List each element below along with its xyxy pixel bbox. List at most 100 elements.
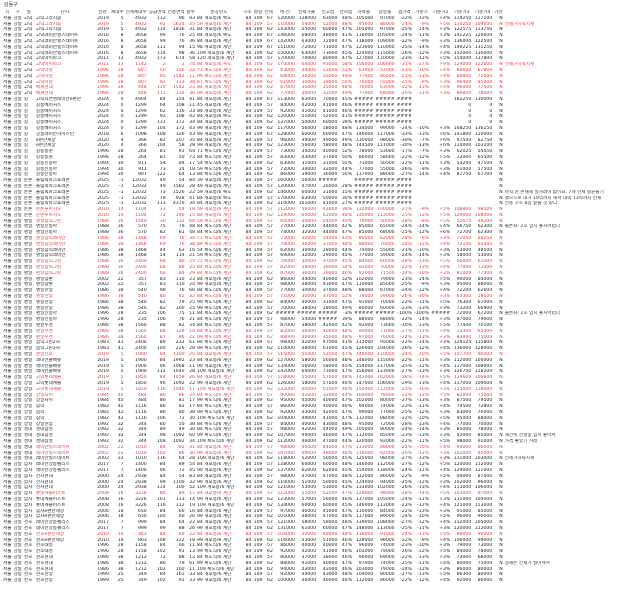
table-cell[interactable]: 84	[245, 114, 252, 120]
table-cell[interactable]: 서울	[3, 201, 12, 207]
table-cell[interactable]: 28	[189, 346, 195, 352]
table-cell[interactable]: 45%	[341, 467, 353, 473]
table-cell[interactable]: 94000	[280, 566, 295, 572]
table-cell[interactable]: 119	[175, 91, 185, 97]
table-cell[interactable]: -29%	[400, 381, 412, 386]
table-cell[interactable]: 96000	[280, 137, 295, 143]
table-cell[interactable]: 천호태영	[35, 549, 53, 555]
table-cell[interactable]: 길	[23, 143, 29, 149]
table-cell[interactable]: -33%	[400, 131, 412, 137]
table-cell[interactable]: 73000	[456, 554, 472, 560]
table-cell[interactable]: 32	[117, 427, 124, 433]
table-cell[interactable]: +3%	[439, 386, 451, 392]
table-cell[interactable]: 1992	[97, 427, 109, 433]
table-cell[interactable]: 1999	[97, 578, 109, 584]
table-cell[interactable]: -14%	[417, 253, 429, 259]
column-header[interactable]: 동	[26, 10, 32, 15]
table-cell[interactable]: 84	[245, 212, 252, 218]
table-cell[interactable]: 0	[120, 96, 124, 102]
table-cell[interactable]: 45%	[341, 346, 353, 352]
table-cell[interactable]: 28	[117, 317, 124, 323]
table-cell[interactable]: 24	[189, 282, 195, 288]
table-cell[interactable]: 25	[189, 33, 195, 39]
table-cell[interactable]: 24000	[322, 218, 338, 224]
table-cell[interactable]: 57	[267, 195, 273, 201]
table-cell[interactable]: 81	[178, 230, 185, 236]
table-cell[interactable]: 길동베이처스	[35, 108, 62, 114]
table-cell[interactable]: 137000	[355, 496, 374, 502]
table-cell[interactable]: N	[499, 328, 503, 334]
table-cell[interactable]: +4%	[439, 467, 451, 473]
table-cell[interactable]: 57	[267, 166, 273, 172]
table-cell[interactable]: 강동	[13, 137, 22, 143]
table-cell[interactable]: 55%	[341, 160, 353, 166]
table-cell[interactable]: -3%	[343, 311, 353, 317]
table-cell[interactable]: -10%	[417, 125, 429, 131]
table-cell[interactable]: 47%	[341, 491, 353, 497]
table-cell[interactable]: 2002	[97, 450, 109, 456]
table-cell[interactable]: 102	[156, 549, 166, 555]
table-cell[interactable]: 109	[253, 346, 263, 352]
table-cell[interactable]: 84	[159, 543, 166, 549]
table-cell[interactable]: -25%	[400, 79, 412, 85]
table-cell[interactable]: 57	[267, 282, 273, 288]
table-cell[interactable]: 올림픽파크포레온	[35, 201, 70, 207]
table-cell[interactable]: 104000	[377, 346, 395, 352]
table-cell[interactable]: 강동	[13, 247, 22, 253]
table-cell[interactable]: 57	[267, 392, 273, 398]
table-cell[interactable]: 47000	[322, 340, 338, 346]
table-cell[interactable]: 84 개포동/6 계단	[197, 108, 232, 114]
table-cell[interactable]: 999	[137, 520, 147, 526]
table-cell[interactable]: 1299	[135, 120, 147, 126]
table-cell[interactable]: 112000	[377, 462, 395, 468]
table-cell[interactable]: 39 개포동/6 계단	[197, 178, 232, 184]
table-cell[interactable]: 0	[120, 102, 124, 108]
table-cell[interactable]: 83000	[456, 334, 472, 340]
table-cell[interactable]: 서울	[3, 433, 12, 439]
table-cell[interactable]: 28	[117, 543, 124, 549]
table-cell[interactable]: 14	[117, 207, 124, 213]
table-cell[interactable]: 62	[267, 172, 273, 178]
table-cell[interactable]: 강동	[13, 21, 22, 27]
table-cell[interactable]: 1988	[97, 265, 109, 271]
table-cell[interactable]: 강동	[13, 125, 22, 131]
table-cell[interactable]: +5%	[439, 259, 451, 265]
table-cell[interactable]: -26%	[400, 50, 412, 56]
table-cell[interactable]: 57	[267, 218, 273, 224]
table-cell[interactable]: 84 개포동/6 계단	[197, 508, 232, 514]
table-cell[interactable]: 고덕그라시움	[35, 27, 62, 33]
table-cell[interactable]: 62	[267, 479, 273, 485]
table-cell[interactable]: 성내	[23, 427, 33, 433]
table-cell[interactable]: -27%	[417, 62, 429, 68]
table-cell[interactable]: 57	[267, 183, 273, 189]
note-cell[interactable]: 아직 안 존재해 실거래이 없어요. 7개 전세 평균들기	[504, 189, 604, 195]
table-cell[interactable]: 109	[253, 218, 263, 224]
table-cell[interactable]: 118000	[355, 33, 374, 39]
table-cell[interactable]: -24%	[400, 253, 412, 259]
table-cell[interactable]: 2008	[97, 496, 109, 502]
table-cell[interactable]: 92000	[358, 323, 374, 329]
table-cell[interactable]: 강동	[13, 102, 22, 108]
table-cell[interactable]: 118000	[277, 456, 295, 462]
table-cell[interactable]: 109	[253, 450, 263, 456]
table-cell[interactable]: 62	[267, 398, 273, 404]
table-cell[interactable]: 38	[117, 288, 124, 294]
table-cell[interactable]: 109	[253, 265, 263, 271]
table-cell[interactable]: 34	[189, 120, 195, 126]
table-cell[interactable]: 49000	[301, 415, 317, 421]
table-cell[interactable]: 80000	[379, 398, 395, 404]
table-cell[interactable]: 서울	[3, 270, 12, 276]
table-cell[interactable]: 서울	[3, 195, 12, 201]
table-cell[interactable]: N	[499, 427, 503, 433]
table-cell[interactable]: N	[499, 566, 503, 572]
table-cell[interactable]: 109	[253, 183, 263, 189]
table-cell[interactable]: 64	[178, 456, 185, 462]
table-cell[interactable]: 84	[245, 253, 252, 259]
table-cell[interactable]: 66000	[379, 73, 395, 79]
table-cell[interactable]: +5%	[439, 572, 451, 578]
table-cell[interactable]: 57	[267, 520, 273, 526]
table-cell[interactable]: 서울	[3, 560, 12, 566]
table-cell[interactable]: 56000	[301, 207, 317, 213]
table-cell[interactable]: 2024	[97, 96, 109, 102]
table-cell[interactable]: 150000	[355, 386, 374, 392]
